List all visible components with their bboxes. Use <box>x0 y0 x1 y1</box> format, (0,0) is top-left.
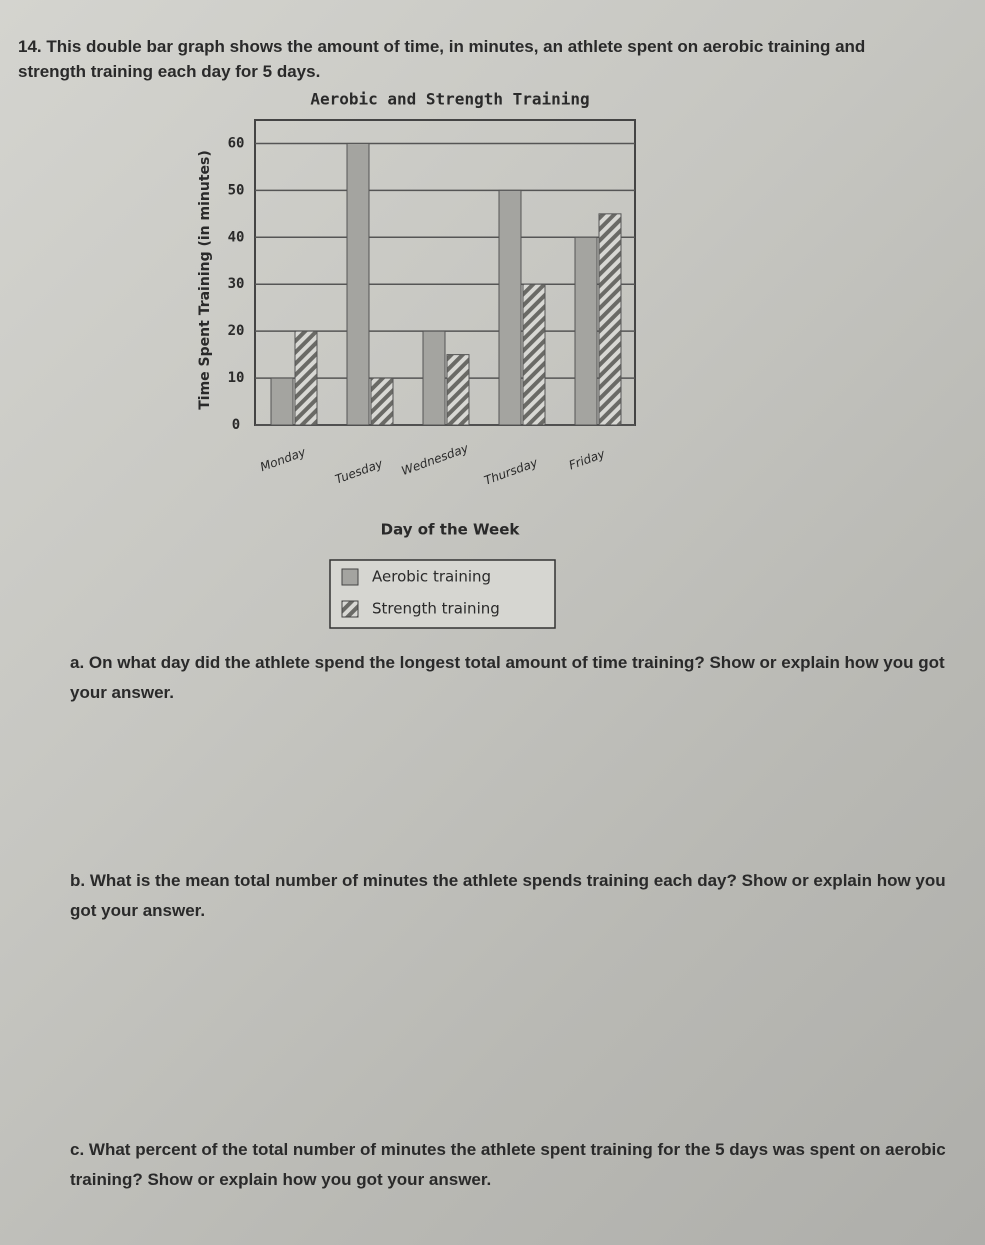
chart-title: Aerobic and Strength Training <box>310 90 589 109</box>
y-tick-label: 40 <box>228 229 245 245</box>
problem-number: 14. <box>18 37 42 56</box>
question-text: What percent of the total number of minu… <box>70 1140 946 1189</box>
question-prompt: Show or explain how you got your answer. <box>70 871 946 920</box>
question-label: a. <box>70 653 85 672</box>
y-tick-label: 30 <box>228 276 245 292</box>
y-tick-label: 0 <box>232 417 240 433</box>
bar <box>422 330 446 426</box>
y-tick-label: 50 <box>228 182 245 198</box>
x-tick-label: Thursday <box>482 455 540 488</box>
legend-swatch <box>341 600 359 618</box>
bar <box>522 283 546 426</box>
x-axis-label: Day of the Week <box>381 521 521 539</box>
y-tick-label: 10 <box>228 370 245 386</box>
x-tick-label: Tuesday <box>333 456 385 486</box>
bar <box>498 189 522 426</box>
y-tick-label: 20 <box>228 323 245 339</box>
question-prompt: Show or explain how you got your answer. <box>70 653 945 702</box>
bar <box>370 377 394 426</box>
bar <box>270 377 294 426</box>
legend-label: Strength training <box>372 600 500 618</box>
bar <box>446 354 470 426</box>
bar <box>598 213 622 426</box>
question-text: What is the mean total number of minutes… <box>89 871 737 890</box>
question-label: b. <box>70 871 86 890</box>
legend-label: Aerobic training <box>372 568 491 586</box>
question: a. On what day did the athlete spend the… <box>70 648 950 708</box>
problem-text: This double bar graph shows the amount o… <box>18 37 866 81</box>
bar <box>574 236 598 426</box>
x-tick-label: Monday <box>258 445 308 475</box>
legend: Aerobic training Strength training <box>329 559 556 629</box>
y-axis-label: Time Spent Training (in minutes) <box>197 150 213 410</box>
x-tick-label: Friday <box>567 446 608 472</box>
question: b. What is the mean total number of minu… <box>70 866 950 926</box>
question-label: c. <box>70 1140 85 1159</box>
bar <box>346 142 370 426</box>
question-prompt: Show or explain how you got your answer. <box>147 1170 492 1189</box>
legend-box <box>329 559 556 629</box>
chart: Aerobic and Strength Training Time Spent… <box>197 90 636 629</box>
problem: 14. This double bar graph shows the amou… <box>18 34 918 84</box>
question-text: On what day did the athlete spend the lo… <box>88 653 705 672</box>
legend-swatch <box>341 568 359 586</box>
x-tick-label: Wednesday <box>399 441 471 478</box>
question: c. What percent of the total number of m… <box>70 1135 950 1195</box>
bar <box>294 330 318 426</box>
y-tick-label: 60 <box>228 135 245 151</box>
